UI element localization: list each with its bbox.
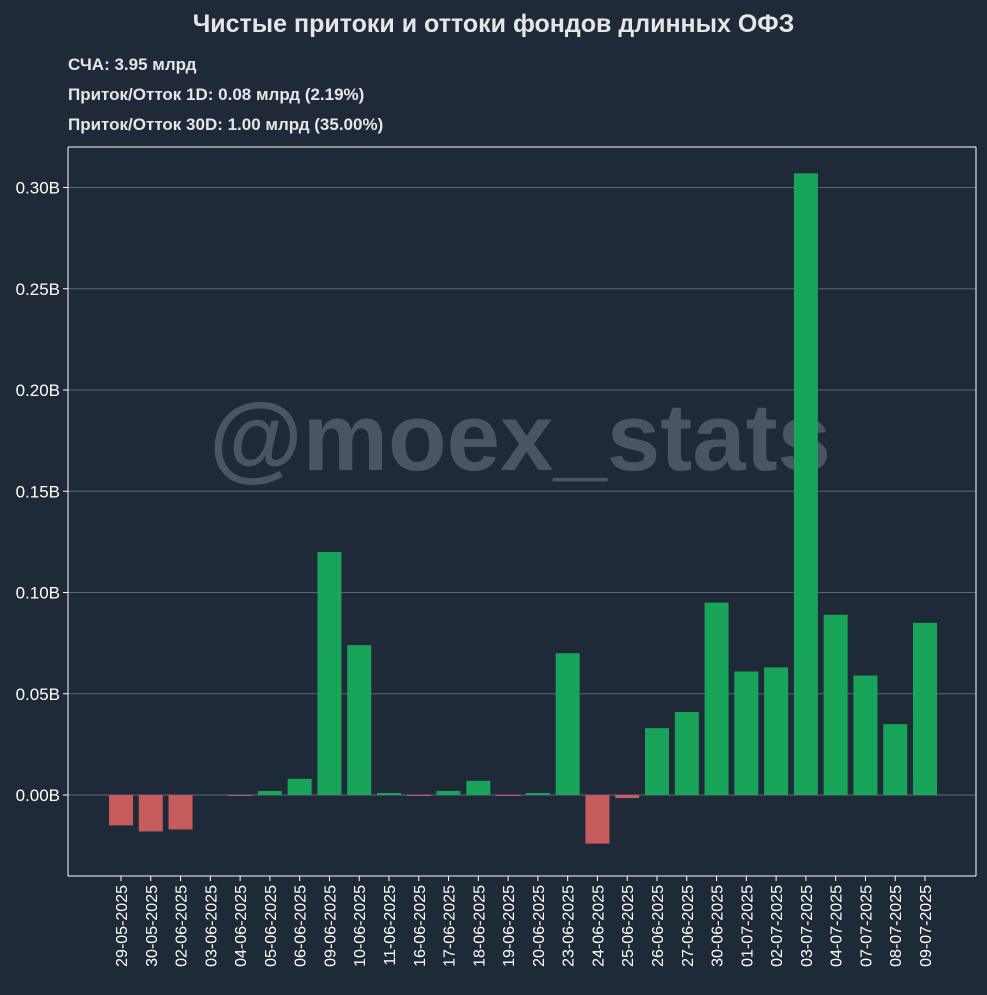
x-tick-label: 02-06-2025 — [174, 885, 191, 967]
bar — [883, 724, 908, 795]
bar — [257, 790, 282, 795]
y-tick-label: 0.25B — [16, 280, 60, 299]
nav-info: СЧА: 3.95 млрд — [68, 55, 197, 74]
y-tick-label: 0.30B — [16, 179, 60, 198]
bar — [674, 711, 699, 795]
x-tick-label: 09-06-2025 — [322, 885, 339, 967]
y-tick-label: 0.00B — [16, 786, 60, 805]
x-tick-label: 04-06-2025 — [233, 885, 250, 967]
bar — [704, 602, 729, 795]
x-tick-label: 08-07-2025 — [888, 885, 905, 967]
bar — [317, 552, 342, 795]
x-tick-label: 03-06-2025 — [203, 885, 220, 967]
x-tick-label: 30-06-2025 — [710, 885, 727, 967]
x-tick-label: 18-06-2025 — [471, 885, 488, 967]
bar — [823, 614, 848, 795]
bar — [109, 795, 133, 826]
bar — [377, 792, 401, 795]
y-tick-label: 0.20B — [16, 381, 60, 400]
chart-title: Чистые притоки и оттоки фондов длинных О… — [192, 10, 795, 38]
x-tick-label: 29-05-2025 — [114, 885, 131, 967]
x-tick-label: 10-06-2025 — [352, 885, 369, 967]
y-tick-label: 0.15B — [16, 482, 60, 501]
bar — [168, 795, 193, 830]
bar — [764, 667, 789, 795]
bar — [496, 795, 521, 797]
x-tick-label: 01-07-2025 — [739, 885, 756, 967]
bar — [525, 792, 550, 795]
x-tick-label: 04-07-2025 — [829, 885, 846, 967]
bar — [585, 795, 610, 844]
x-tick-label: 06-06-2025 — [293, 885, 310, 967]
y-tick-label: 0.05B — [16, 685, 60, 704]
bar — [555, 653, 580, 795]
bar — [645, 728, 669, 795]
bar — [436, 790, 461, 795]
bar — [287, 778, 312, 795]
x-tick-label: 11-06-2025 — [382, 885, 399, 966]
bar — [228, 795, 253, 797]
bar — [615, 795, 640, 799]
x-tick-label: 19-06-2025 — [501, 885, 518, 967]
x-tick-label: 02-07-2025 — [769, 885, 786, 967]
x-tick-label: 03-07-2025 — [799, 885, 816, 967]
bar — [793, 173, 818, 795]
x-tick-label: 23-06-2025 — [561, 885, 578, 967]
x-tick-label: 17-06-2025 — [442, 885, 459, 967]
bar — [347, 645, 372, 795]
x-tick-label: 25-06-2025 — [620, 885, 637, 967]
x-tick-label: 20-06-2025 — [531, 885, 548, 967]
bar — [406, 795, 431, 797]
x-tick-label: 09-07-2025 — [918, 885, 935, 967]
x-tick-label: 30-05-2025 — [144, 885, 161, 967]
bar — [913, 622, 937, 795]
x-tick-label: 05-06-2025 — [263, 885, 280, 967]
x-tick-label: 27-06-2025 — [680, 885, 697, 967]
x-tick-label: 24-06-2025 — [590, 885, 607, 967]
bar — [734, 671, 759, 795]
x-tick-label: 07-07-2025 — [858, 885, 875, 967]
flow-30d-info: Приток/Отток 30D: 1.00 млрд (35.00%) — [68, 115, 384, 134]
x-tick-label: 16-06-2025 — [412, 885, 429, 967]
flow-1d-info: Приток/Отток 1D: 0.08 млрд (2.19%) — [68, 85, 365, 104]
x-tick-label: 26-06-2025 — [650, 885, 667, 967]
watermark: @moex_stats — [209, 384, 831, 491]
bar — [853, 675, 878, 795]
bar — [138, 795, 163, 832]
y-tick-label: 0.10B — [16, 584, 60, 603]
bar — [466, 780, 491, 795]
